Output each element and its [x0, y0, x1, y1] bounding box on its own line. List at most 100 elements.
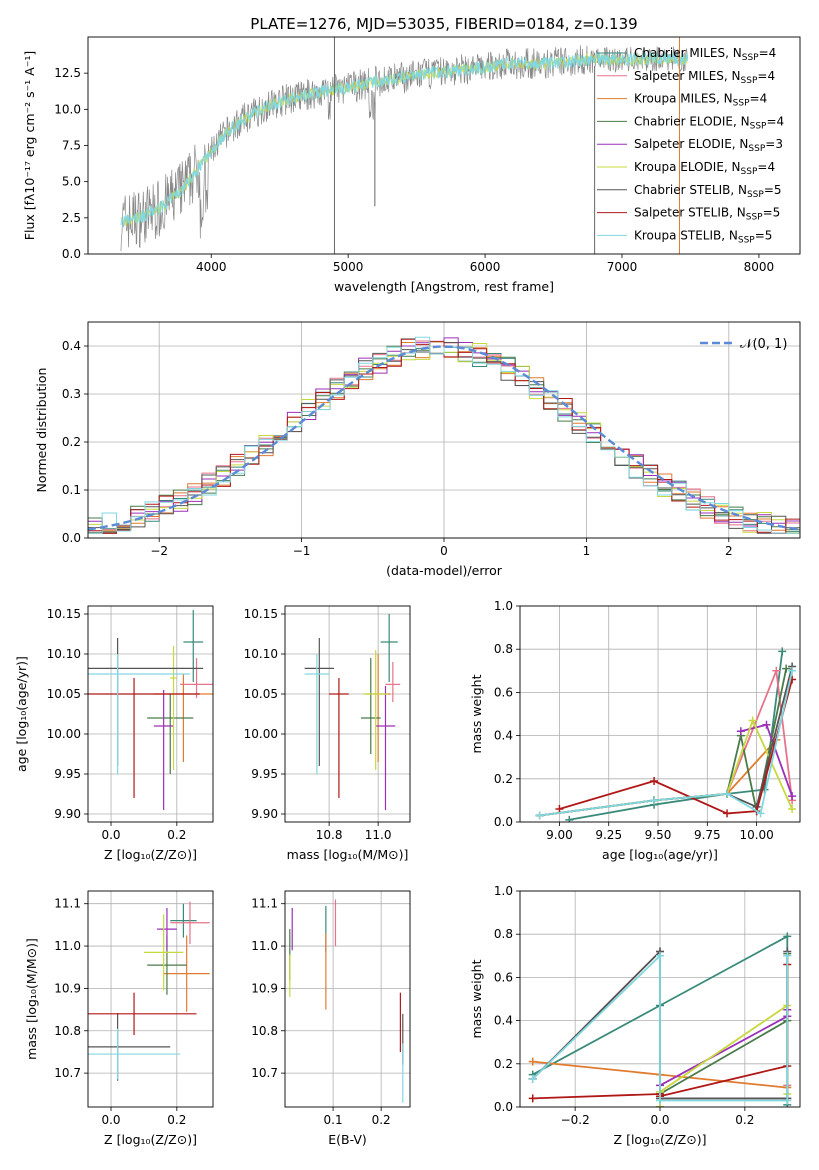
tick-label-y: 7.5: [62, 139, 81, 153]
model-spectrum-line: [120, 52, 689, 227]
tick-label-y: 0.0: [62, 531, 81, 545]
x-axis-label: Z [log₁₀(Z/Z⊙)]: [104, 1132, 197, 1147]
tick-label-y: 10.15: [244, 607, 278, 621]
series-point: [783, 951, 792, 960]
tick-label-x: 0: [440, 544, 448, 558]
mass-vs-z-marks: [88, 901, 210, 1081]
tick-label-y: 0.4: [494, 729, 513, 743]
y-axis-label: mass weight: [469, 674, 484, 753]
tick-label-y: 0.0: [494, 815, 513, 829]
residuals-frame: [87, 321, 801, 539]
series-line: [659, 953, 789, 1107]
tick-label-x: 0.2: [167, 1113, 186, 1127]
series-point: [528, 1074, 537, 1083]
tick-label-x: 9.25: [595, 828, 622, 842]
series-point: [788, 805, 797, 814]
tick-label-y: 10.7: [54, 1066, 81, 1080]
tick-label-y: 10.10: [244, 647, 278, 661]
series-line: [559, 679, 793, 815]
massweight-vs-z-marks: [528, 932, 792, 1107]
age-vs-mass-marks: [304, 614, 401, 810]
series-point: [723, 789, 732, 798]
tick-label-y: 0.8: [494, 642, 513, 656]
series-point: [788, 666, 797, 675]
tick-label-y: 10.00: [244, 727, 278, 741]
tick-label-x: 0.1: [324, 1113, 343, 1127]
tick-label-y: 0.4: [494, 1014, 513, 1028]
mass-vs-z-panel: 0.0 0.2 10.7 10.8 10.9 11.0 11.1 Z [log₁₀(Z/Z⊙)…: [24, 890, 214, 1147]
legend-label: Chabrier MILES, NSSP=4: [634, 46, 776, 63]
age-vs-z-frame: [87, 605, 214, 823]
tick-label-y: 11.1: [251, 897, 278, 911]
mass-vs-ebv-marks: [289, 899, 404, 1103]
tick-label-x: 9.00: [546, 828, 573, 842]
x-axis-label: E(B-V): [328, 1132, 367, 1147]
age-vs-mass-frame: [284, 605, 411, 823]
mass-vs-ebv-panel: 0.1 0.2 10.7 10.8 10.9 11.0 11.1 E(B-V): [251, 890, 411, 1147]
series-point: [656, 1096, 664, 1105]
tick-label-y: 12.5: [54, 66, 81, 80]
spectrum-marks: [120, 37, 689, 254]
residuals-panel: −2 −1 0 1 2 0.0 0.1 0.2 0.3 0.4 (data-model)/error…: [34, 321, 801, 578]
tick-label-x: 1: [583, 544, 591, 558]
tick-label-y: 10.7: [251, 1066, 278, 1080]
legend-label: Salpeter MILES, NSSP=4: [634, 69, 775, 86]
massweight-vs-age-frame: [519, 605, 801, 823]
y-axis-label: mass weight: [469, 959, 484, 1038]
model-spectrum-line: [120, 52, 689, 228]
series-point: [772, 666, 781, 675]
tick-label-x: 0.0: [101, 1113, 120, 1127]
tick-label-x: 10.00: [739, 828, 773, 842]
legend-label: Kroupa ELODIE, NSSP=4: [634, 160, 775, 177]
series-point: [528, 1057, 537, 1066]
series-point: [748, 716, 757, 725]
tick-label-x: 2: [725, 544, 733, 558]
tick-label-y: 0.0: [62, 247, 81, 261]
tick-label-x: 6000: [470, 260, 501, 274]
series-point: [788, 792, 797, 801]
tick-label-y: 11.0: [251, 939, 278, 953]
tick-label-x: 0.0: [650, 1113, 669, 1127]
x-axis-label: Z [log₁₀(Z/Z⊙)]: [614, 1132, 707, 1147]
tick-label-y: 10.8: [54, 1024, 81, 1038]
series-point: [756, 809, 765, 818]
series-point: [778, 647, 787, 656]
tick-label-y: 10.05: [47, 687, 81, 701]
massweight-vs-age-marks: [535, 647, 797, 822]
tick-label-x: 7000: [607, 260, 638, 274]
massweight-vs-z-frame: [519, 890, 801, 1108]
series-point: [782, 664, 791, 673]
tick-label-y: 9.95: [54, 767, 81, 781]
tick-label-y: 11.0: [54, 939, 81, 953]
legend-label: Kroupa MILES, NSSP=4: [634, 92, 767, 109]
x-axis-label: wavelength [Angstrom, rest frame]: [334, 279, 554, 294]
tick-label-y: 10.15: [47, 607, 81, 621]
tick-label-y: 0.4: [62, 339, 81, 353]
age-vs-mass-panel: 10.8 11.0 9.90 9.95 10.00 10.05 10.10 10.15 mass…: [244, 605, 411, 862]
y-axis-label: Normed distribution: [34, 368, 49, 493]
tick-label-y: 0.2: [494, 772, 513, 786]
series-point: [535, 811, 544, 820]
x-axis-label: (data-model)/error: [386, 563, 503, 578]
tick-label-y: 10.9: [251, 981, 278, 995]
figure-title: PLATE=1276, MJD=53035, FIBERID=0184, z=0…: [250, 15, 637, 33]
age-vs-z-panel: 0.0 0.2 9.90 9.95 10.00 10.05 10.10 10.15 Z [log…: [14, 605, 214, 862]
tick-label-y: 1.0: [494, 884, 513, 898]
tick-label-y: 9.95: [251, 767, 278, 781]
tick-label-y: 10.10: [47, 647, 81, 661]
series-line: [539, 666, 793, 817]
massweight-vs-z-panel: −0.2 0.0 0.2 0.0 0.2 0.4 0.6 0.8 1.0 Z [log₁₀(Z/Z…: [469, 884, 801, 1147]
series-point: [783, 932, 792, 941]
tick-label-x: 9.75: [694, 828, 721, 842]
tick-label-y: 1.0: [494, 599, 513, 613]
series-point: [555, 805, 564, 814]
tick-label-x: −0.2: [561, 1113, 590, 1127]
tick-label-x: 0.2: [167, 828, 186, 842]
tick-label-x: 8000: [744, 260, 775, 274]
tick-label-y: 0.2: [494, 1057, 513, 1071]
tick-label-y: 9.90: [251, 807, 278, 821]
residual-legend: 𝒩(0, 1): [700, 337, 787, 352]
tick-label-x: 0.2: [735, 1113, 754, 1127]
tick-label-y: 0.8: [494, 927, 513, 941]
legend-label: 𝒩(0, 1): [740, 337, 787, 352]
